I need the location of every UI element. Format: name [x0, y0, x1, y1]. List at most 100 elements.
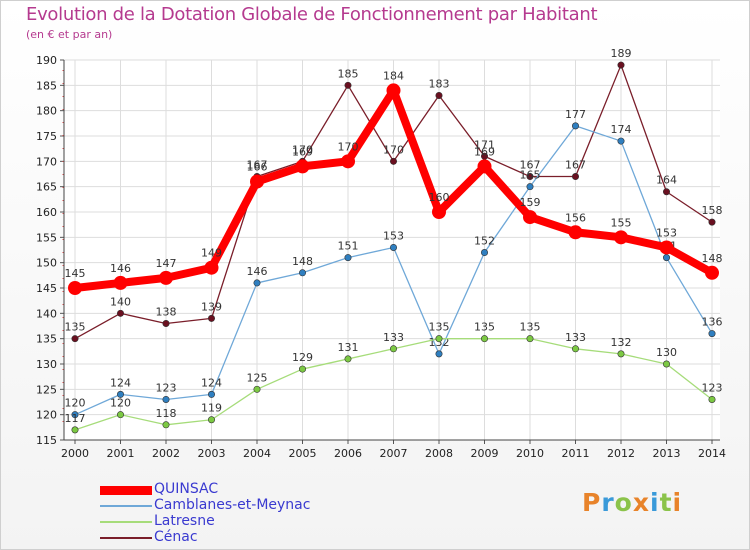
x-tick-label: 2004 [243, 447, 271, 460]
data-point-c-nac [344, 81, 352, 89]
chart-legend: QUINSAC Camblanes-et-Meynac Latresne Cén… [100, 481, 400, 546]
data-point-c-nac [571, 173, 579, 181]
data-label-latresne: 133 [383, 331, 404, 344]
legend-item-camblanes: Camblanes-et-Meynac [100, 497, 400, 514]
data-label-quinsac: 149 [201, 247, 222, 260]
data-label-quinsac: 160 [429, 191, 450, 204]
data-point-camblanes-et-meynac [435, 350, 443, 358]
x-tick-label: 2008 [425, 447, 453, 460]
data-label-latresne: 123 [702, 381, 723, 394]
data-point-latresne [344, 355, 352, 363]
legend-swatch-quinsac [100, 486, 152, 495]
data-label-latresne: 130 [656, 346, 677, 359]
data-label-quinsac: 166 [247, 161, 268, 174]
data-label-camblanes-et-meynac: 153 [383, 229, 404, 242]
legend-label-camblanes: Camblanes-et-Meynac [154, 497, 311, 513]
data-point-c-nac [526, 173, 534, 181]
data-point-camblanes-et-meynac [571, 122, 579, 130]
data-label-c-nac: 171 [474, 138, 495, 151]
data-label-quinsac: 147 [156, 257, 177, 270]
data-label-latresne: 119 [201, 402, 222, 415]
data-label-quinsac: 184 [383, 69, 404, 82]
x-tick-label: 2003 [198, 447, 226, 460]
data-label-c-nac: 189 [611, 47, 632, 60]
data-point-quinsac [295, 159, 310, 174]
y-tick-label: 175 [36, 130, 57, 143]
legend-item-cenac: Cénac [100, 529, 400, 546]
data-label-quinsac: 145 [65, 267, 86, 280]
y-tick-label: 165 [36, 181, 57, 194]
data-label-camblanes-et-meynac: 152 [474, 235, 495, 248]
data-point-quinsac [386, 83, 401, 98]
data-point-latresne [389, 345, 397, 353]
data-point-latresne [117, 411, 125, 419]
data-point-camblanes-et-meynac [526, 183, 534, 191]
data-point-c-nac [435, 91, 443, 99]
data-point-latresne [480, 335, 488, 343]
data-label-camblanes-et-meynac: 165 [520, 169, 541, 182]
data-label-c-nac: 138 [156, 305, 177, 318]
data-point-camblanes-et-meynac [71, 411, 79, 419]
data-label-c-nac: 135 [65, 321, 86, 334]
data-point-camblanes-et-meynac [162, 395, 170, 403]
x-tick-label: 2000 [61, 447, 89, 460]
y-tick-label: 180 [36, 105, 57, 118]
legend-swatch-cenac [100, 537, 152, 539]
data-point-quinsac [68, 281, 82, 295]
y-tick-label: 140 [36, 307, 57, 320]
data-point-c-nac [662, 188, 670, 196]
y-tick-label: 150 [36, 257, 57, 270]
data-point-camblanes-et-meynac [662, 254, 670, 262]
data-label-quinsac: 169 [292, 145, 313, 158]
data-point-c-nac [71, 335, 79, 343]
y-tick-label: 115 [36, 434, 57, 447]
x-tick-label: 2006 [334, 447, 362, 460]
data-point-c-nac [708, 218, 716, 226]
data-point-camblanes-et-meynac [708, 330, 716, 338]
data-label-c-nac: 164 [656, 174, 677, 187]
data-label-quinsac: 170 [338, 140, 359, 153]
y-tick-label: 120 [36, 409, 57, 422]
data-label-camblanes-et-meynac: 123 [156, 381, 177, 394]
data-point-latresne [571, 345, 579, 353]
data-label-camblanes-et-meynac: 124 [110, 376, 131, 389]
data-point-camblanes-et-meynac [253, 279, 261, 287]
data-point-c-nac [617, 61, 625, 69]
data-point-latresne [208, 416, 216, 424]
data-point-camblanes-et-meynac [617, 137, 625, 145]
data-point-quinsac [523, 210, 537, 225]
data-label-quinsac: 159 [520, 196, 541, 209]
y-tick-label: 145 [36, 282, 57, 295]
data-point-camblanes-et-meynac [344, 254, 352, 262]
legend-label-quinsac: QUINSAC [154, 481, 219, 497]
legend-label-latresne: Latresne [154, 513, 215, 529]
legend-label-cenac: Cénac [154, 529, 198, 545]
logo-letter: x [632, 488, 650, 517]
data-label-camblanes-et-meynac: 151 [338, 240, 359, 253]
y-tick-label: 135 [36, 333, 57, 346]
data-label-latresne: 132 [611, 336, 632, 349]
data-label-latresne: 135 [429, 321, 450, 334]
data-label-c-nac: 167 [565, 159, 586, 172]
data-point-quinsac [341, 154, 355, 169]
data-point-latresne [708, 395, 716, 403]
data-point-quinsac [568, 225, 583, 240]
data-point-c-nac [162, 319, 170, 327]
y-tick-label: 130 [36, 358, 57, 371]
data-point-quinsac [705, 265, 719, 280]
x-tick-label: 2014 [698, 447, 726, 460]
logo-letter: r [601, 488, 615, 517]
data-label-latresne: 117 [65, 412, 86, 425]
legend-swatch-latresne [100, 521, 152, 523]
data-point-camblanes-et-meynac [208, 390, 216, 398]
data-label-camblanes-et-meynac: 120 [65, 397, 86, 410]
legend-item-latresne: Latresne [100, 513, 400, 530]
x-tick-label: 2011 [562, 447, 590, 460]
data-label-quinsac: 148 [702, 252, 723, 265]
data-point-camblanes-et-meynac [389, 243, 397, 251]
data-label-latresne: 125 [247, 371, 268, 384]
data-label-quinsac: 155 [611, 216, 632, 229]
data-label-latresne: 129 [292, 351, 313, 364]
data-label-c-nac: 170 [292, 143, 313, 156]
